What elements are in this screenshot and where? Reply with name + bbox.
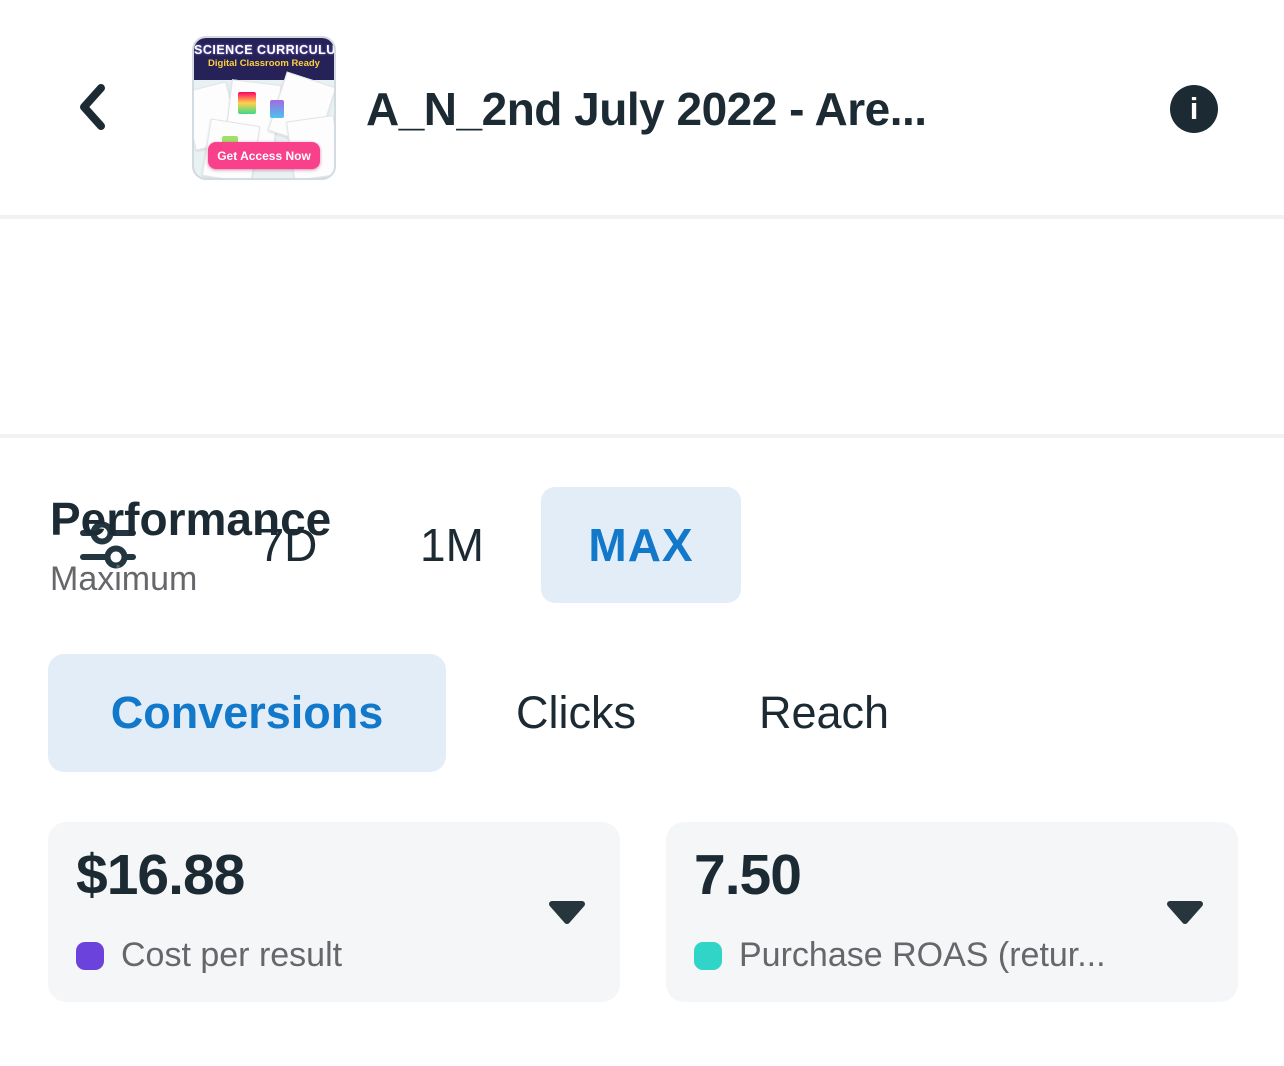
header: SCIENCE CURRICULUM Digital Classroom Rea… xyxy=(0,0,1284,215)
chevron-left-icon xyxy=(77,83,107,134)
metric-card-cost-per-result[interactable]: $16.88 Cost per result xyxy=(48,822,620,1002)
metric-value: $16.88 xyxy=(76,843,245,907)
performance-subtitle: Maximum xyxy=(50,560,198,598)
info-button[interactable]: i xyxy=(1170,85,1218,133)
ad-thumbnail-cta: Get Access Now xyxy=(208,142,320,169)
sliders-icon xyxy=(79,518,137,575)
ad-thumbnail-papers xyxy=(194,71,334,178)
tab-clicks[interactable]: Clicks xyxy=(483,654,669,772)
ad-thumbnail-subheadline: Digital Classroom Ready xyxy=(208,58,320,69)
back-button[interactable] xyxy=(64,80,120,136)
metric-dropdown-button[interactable] xyxy=(544,896,590,932)
legend-dot xyxy=(76,941,104,970)
metric-value: 7.50 xyxy=(694,843,802,907)
date-range-option-1m[interactable]: 1M xyxy=(402,487,502,603)
metric-card-purchase-roas[interactable]: 7.50 Purchase ROAS (retur... xyxy=(666,822,1238,1002)
caret-down-icon xyxy=(548,900,586,928)
ad-thumbnail[interactable]: SCIENCE CURRICULUM Digital Classroom Rea… xyxy=(192,36,336,180)
ad-thumbnail-headline: SCIENCE CURRICULUM xyxy=(194,43,336,57)
legend-dot xyxy=(694,941,722,970)
metric-label: Purchase ROAS (retur... xyxy=(739,936,1106,974)
metric-dropdown-button[interactable] xyxy=(1162,896,1208,932)
page-title: A_N_2nd July 2022 - Are... xyxy=(366,83,927,135)
performance-title: Performance xyxy=(50,493,332,545)
metric-label: Cost per result xyxy=(121,936,343,974)
info-icon: i xyxy=(1170,85,1218,133)
date-range-selector: 7D 1M MAX xyxy=(0,219,1284,603)
ad-thumbnail-banner: SCIENCE CURRICULUM Digital Classroom Rea… xyxy=(194,38,334,80)
filter-button[interactable] xyxy=(74,513,142,579)
date-range-option-max[interactable]: MAX xyxy=(541,487,741,603)
tab-reach[interactable]: Reach xyxy=(729,654,919,772)
tab-conversions[interactable]: Conversions xyxy=(48,654,446,772)
divider xyxy=(0,215,1284,219)
divider xyxy=(0,434,1284,438)
date-range-option-7d[interactable]: 7D xyxy=(238,487,338,603)
caret-down-icon xyxy=(1166,900,1204,928)
